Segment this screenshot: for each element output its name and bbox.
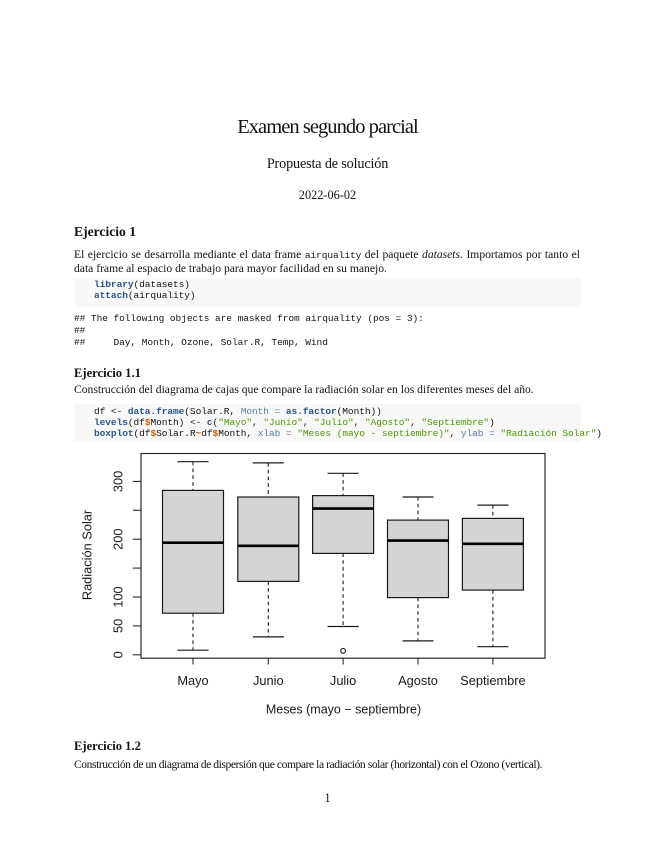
svg-text:Julio: Julio (330, 673, 356, 688)
svg-text:0: 0 (110, 651, 125, 658)
svg-text:Junio: Junio (253, 673, 284, 688)
svg-text:Septiembre: Septiembre (460, 673, 525, 688)
svg-text:Radiación Solar: Radiación Solar (80, 509, 95, 600)
svg-text:300: 300 (110, 471, 125, 492)
svg-text:100: 100 (110, 586, 125, 607)
svg-text:200: 200 (110, 529, 125, 550)
svg-text:50: 50 (110, 619, 125, 633)
svg-text:Agosto: Agosto (398, 673, 438, 688)
svg-text:Meses (mayo − septiembre): Meses (mayo − septiembre) (266, 702, 421, 716)
svg-text:Mayo: Mayo (177, 673, 208, 688)
